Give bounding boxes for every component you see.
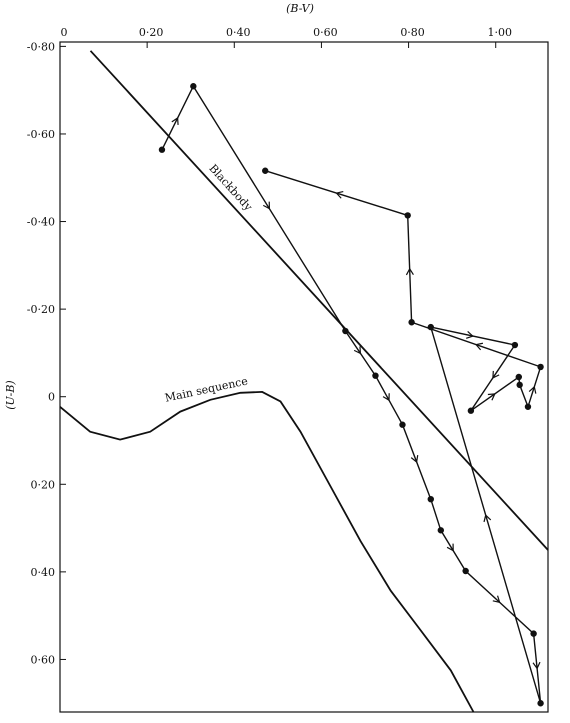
data-point — [437, 527, 445, 534]
x-tick-label: 0·80 — [400, 26, 425, 39]
data-point — [262, 167, 269, 174]
direction-arrow — [474, 342, 484, 351]
data-point — [524, 403, 532, 410]
x-tick-label: 1·00 — [487, 26, 512, 39]
y-tick-label: -0·40 — [27, 216, 55, 229]
data-point — [467, 407, 475, 414]
data-point — [372, 372, 379, 379]
data-point — [516, 381, 523, 389]
data-point — [511, 341, 519, 349]
series-line — [59, 390, 475, 713]
plot-frame — [59, 41, 549, 713]
direction-arrow — [528, 385, 537, 394]
data-point — [427, 495, 434, 503]
y-tick-label: -0·60 — [27, 128, 55, 141]
direction-arrow — [492, 370, 500, 379]
data-point — [537, 700, 544, 707]
data-point — [408, 319, 415, 326]
direction-arrow — [532, 661, 541, 670]
data-point — [537, 363, 544, 371]
y-tick-label: 0·20 — [31, 478, 56, 491]
data-point — [530, 630, 537, 637]
direction-arrow — [382, 393, 390, 402]
direction-arrow — [483, 514, 492, 523]
x-tick-label: 0·20 — [139, 26, 164, 39]
direction-arrow — [405, 267, 414, 276]
series-label: Blackbody — [206, 162, 255, 214]
x-axis-title: (B-V) — [286, 2, 314, 15]
direction-arrow — [487, 393, 496, 401]
direction-arrow — [410, 455, 419, 464]
y-tick-label: -0·80 — [27, 40, 55, 53]
direction-arrow — [446, 543, 454, 552]
direction-arrow — [353, 346, 362, 355]
data-point — [404, 212, 411, 219]
data-point — [190, 83, 197, 90]
y-tick-label: -0·20 — [27, 303, 55, 316]
y-tick-label: 0·40 — [31, 566, 56, 579]
y-tick-label: 0 — [48, 391, 55, 404]
series-label: Main sequence — [164, 374, 249, 404]
data-point — [515, 373, 523, 381]
direction-arrow — [171, 116, 179, 125]
direction-arrow — [335, 190, 344, 199]
series-line — [89, 50, 549, 551]
data-point — [158, 146, 166, 153]
data-point — [342, 327, 349, 335]
data-point — [462, 567, 469, 575]
direction-arrow — [466, 330, 474, 339]
x-tick-label: 0·60 — [313, 26, 338, 39]
y-axis-title: (U-B) — [4, 380, 17, 409]
direction-arrow — [492, 595, 501, 604]
x-tick-label: 0 — [61, 26, 68, 39]
data-point — [427, 323, 434, 331]
direction-arrow — [262, 201, 271, 210]
data-point — [399, 421, 406, 428]
y-tick-label: 0·60 — [31, 653, 56, 666]
x-tick-label: 0·40 — [226, 26, 251, 39]
